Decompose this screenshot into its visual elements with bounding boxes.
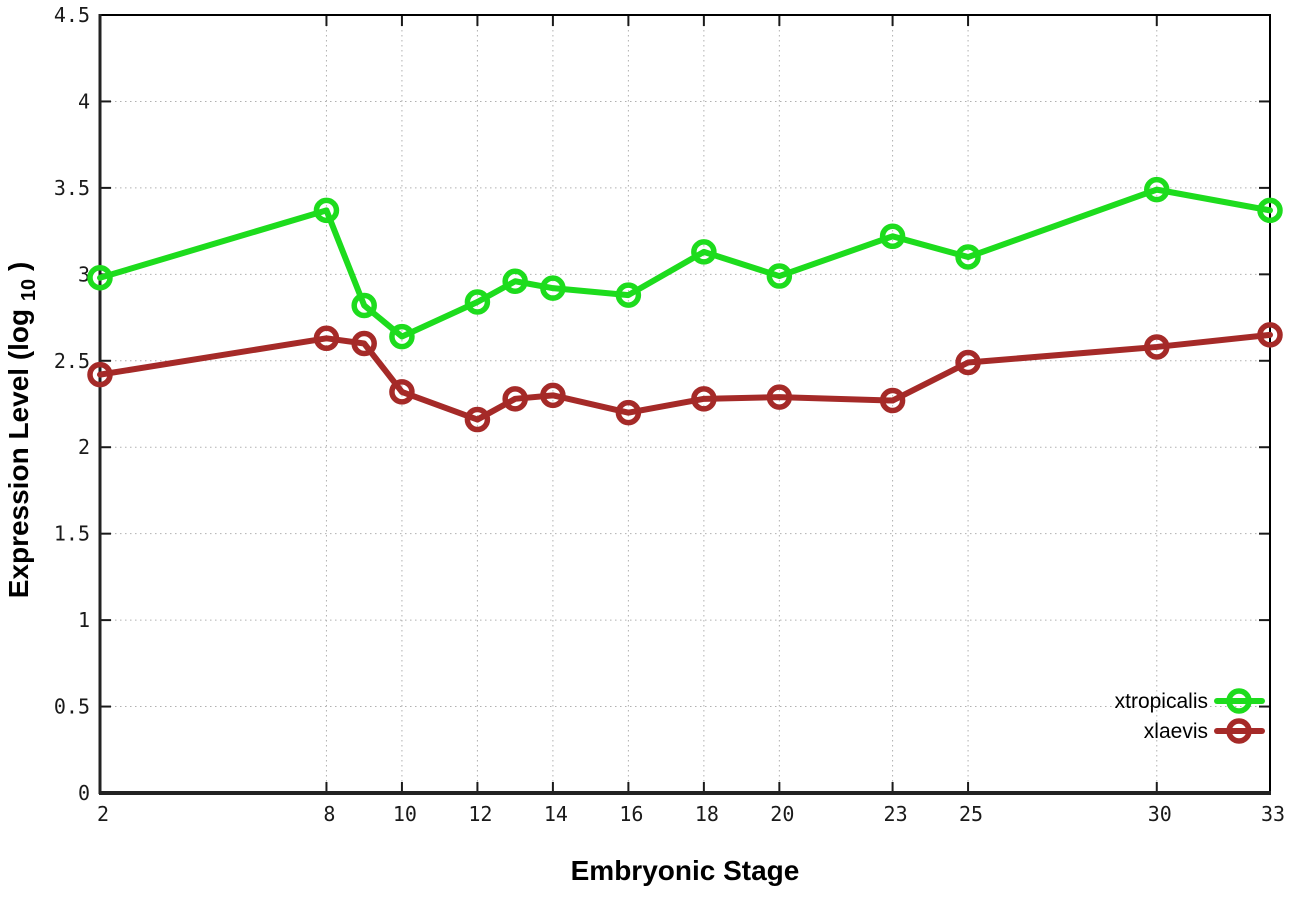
y-tick-label: 1.5 xyxy=(54,522,90,546)
y-tick-label: 0.5 xyxy=(54,695,90,719)
data-point-xtropicalis xyxy=(351,292,377,319)
legend-item: xlaevis xyxy=(1144,718,1265,744)
y-tick-label: 4.5 xyxy=(54,3,90,27)
y-tick-label: 2.5 xyxy=(54,349,90,373)
data-point-xlaevis xyxy=(313,325,340,352)
y-tick-label: 2 xyxy=(78,435,90,459)
x-axis-title: Embryonic Stage xyxy=(571,855,800,886)
data-point-xtropicalis xyxy=(540,275,566,301)
data-point-xlaevis xyxy=(502,386,528,412)
data-series xyxy=(87,176,1283,433)
data-point-xlaevis xyxy=(615,399,642,426)
x-tick-label: 16 xyxy=(619,802,643,826)
data-point-xlaevis xyxy=(351,330,377,357)
data-point-xtropicalis xyxy=(464,289,491,315)
y-axis-title: Expression Level (log 10 ) xyxy=(3,262,41,599)
y-axis-title-text: Expression Level (log xyxy=(3,309,34,598)
x-tick-label: 33 xyxy=(1261,802,1285,826)
data-point-xlaevis xyxy=(955,349,981,376)
data-point-xtropicalis xyxy=(615,282,642,308)
data-point-xtropicalis xyxy=(691,239,717,265)
tick-labels: 2 8 10 12 14 16 18 20 23 25 30 33 0 0.5 1 1.5 2 2.5 3 3.5 4 4… xyxy=(54,3,1285,826)
grid-lines xyxy=(100,15,1270,793)
legend-marker-icon xyxy=(1226,688,1252,714)
data-point-xlaevis xyxy=(389,379,415,405)
data-point-xtropicalis xyxy=(87,265,113,291)
series-line-xlaevis xyxy=(97,331,1273,423)
data-point-xtropicalis xyxy=(313,197,340,224)
x-tick-label: 30 xyxy=(1148,802,1172,826)
data-point-xlaevis xyxy=(464,406,491,433)
data-point-xtropicalis xyxy=(766,263,793,289)
x-tick-label: 12 xyxy=(468,802,492,826)
data-point-xlaevis xyxy=(1144,334,1170,360)
x-tick-label: 20 xyxy=(770,802,794,826)
legend-marker-icon xyxy=(1226,718,1252,744)
data-point-xlaevis xyxy=(87,361,113,388)
legend-label: xtropicalis xyxy=(1115,690,1208,713)
y-axis-title-suffix: ) xyxy=(3,262,34,271)
x-tick-label: 10 xyxy=(393,802,417,826)
data-point-xlaevis xyxy=(766,384,793,410)
data-point-xlaevis xyxy=(540,382,566,409)
data-point-xlaevis xyxy=(691,386,717,412)
legend-item: xtropicalis xyxy=(1115,688,1265,714)
legend-label: xlaevis xyxy=(1144,720,1208,743)
x-tick-label: 2 xyxy=(97,802,109,826)
data-point-xtropicalis xyxy=(389,323,415,350)
x-tick-label: 8 xyxy=(323,802,335,826)
plot-border xyxy=(98,14,1271,795)
data-point-xlaevis xyxy=(1257,322,1283,348)
x-tick-label: 23 xyxy=(884,802,908,826)
data-point-xlaevis xyxy=(879,387,906,414)
data-point-xtropicalis xyxy=(955,244,981,270)
data-point-xtropicalis xyxy=(879,223,906,250)
y-tick-label: 1 xyxy=(78,608,90,632)
y-tick-label: 0 xyxy=(78,781,90,805)
y-tick-label: 3 xyxy=(78,262,90,286)
data-point-xtropicalis xyxy=(1257,197,1283,224)
data-point-xtropicalis xyxy=(1144,176,1170,203)
x-tick-label: 25 xyxy=(959,802,983,826)
data-point-xtropicalis xyxy=(502,268,528,294)
y-axis-title-subscript: 10 xyxy=(18,279,40,301)
x-tick-label: 14 xyxy=(544,802,568,826)
y-tick-label: 3.5 xyxy=(54,176,90,200)
y-tick-label: 4 xyxy=(78,89,90,113)
x-tick-label: 18 xyxy=(695,802,719,826)
legend: xtropicalis xlaevis xyxy=(1115,688,1265,744)
series-line-xtropicalis xyxy=(97,186,1273,340)
